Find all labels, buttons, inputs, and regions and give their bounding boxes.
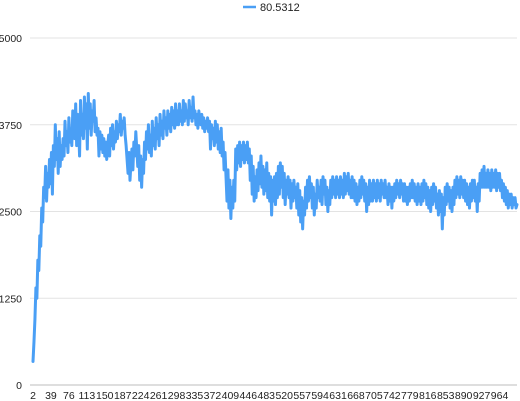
x-tick-label: 816	[419, 390, 437, 401]
x-tick-label: 557	[293, 390, 311, 401]
y-axis: 0 1250 2500 3750 5000	[0, 33, 22, 392]
x-tick-label: 446	[240, 390, 258, 401]
x-tick-label: 187	[114, 390, 132, 401]
y-tick-label: 1250	[0, 293, 22, 305]
x-tick-label: 298	[168, 390, 186, 401]
series-line-80-5312	[31, 92, 519, 363]
x-tick-label: 372	[204, 390, 222, 401]
x-tick-label: 2	[30, 390, 36, 401]
x-tick-label: 631	[329, 390, 347, 401]
legend-label: 80.5312	[260, 2, 300, 14]
x-tick-label: 927	[473, 390, 491, 401]
x-tick-label: 779	[401, 390, 419, 401]
x-tick-label: 964	[491, 390, 509, 401]
x-tick-label: 705	[365, 390, 383, 401]
x-tick-label: 76	[63, 390, 75, 401]
x-tick-label: 668	[347, 390, 365, 401]
x-tick-label: 39	[45, 390, 57, 401]
x-tick-label: 224	[132, 390, 150, 401]
x-tick-label: 520	[275, 390, 293, 401]
x-tick-label: 150	[96, 390, 114, 401]
x-tick-label: 853	[437, 390, 455, 401]
gridlines	[30, 37, 517, 299]
y-tick-label: 5000	[0, 33, 22, 45]
x-tick-label: 113	[78, 390, 95, 401]
x-tick-label: 409	[222, 390, 240, 401]
x-tick-label: 890	[455, 390, 473, 401]
y-tick-label: 2500	[0, 207, 22, 219]
x-tick-label: 742	[383, 390, 401, 401]
x-tick-label: 594	[311, 390, 329, 401]
x-tick-label: 483	[258, 390, 276, 401]
y-tick-label: 0	[16, 380, 22, 392]
y-tick-label: 3750	[0, 120, 22, 132]
legend[interactable]: 80.5312	[243, 2, 300, 14]
x-tick-label: 261	[150, 390, 168, 401]
x-tick-label: 335	[186, 390, 204, 401]
x-axis: 2 39 76 113 150 187 224 261 298 335 372 409 446 483 52…	[30, 390, 508, 401]
